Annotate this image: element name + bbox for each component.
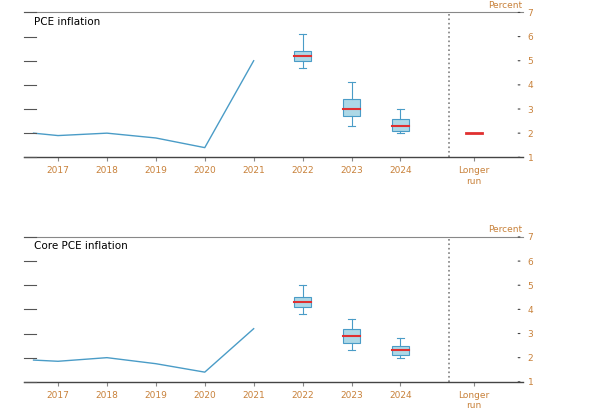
FancyBboxPatch shape xyxy=(343,329,360,343)
Text: Percent: Percent xyxy=(489,0,523,10)
FancyBboxPatch shape xyxy=(294,297,311,307)
Text: PCE inflation: PCE inflation xyxy=(34,17,100,27)
FancyBboxPatch shape xyxy=(392,346,409,355)
Text: Core PCE inflation: Core PCE inflation xyxy=(34,241,128,251)
FancyBboxPatch shape xyxy=(343,99,360,116)
Text: Percent: Percent xyxy=(489,225,523,234)
FancyBboxPatch shape xyxy=(294,51,311,61)
FancyBboxPatch shape xyxy=(392,119,409,131)
